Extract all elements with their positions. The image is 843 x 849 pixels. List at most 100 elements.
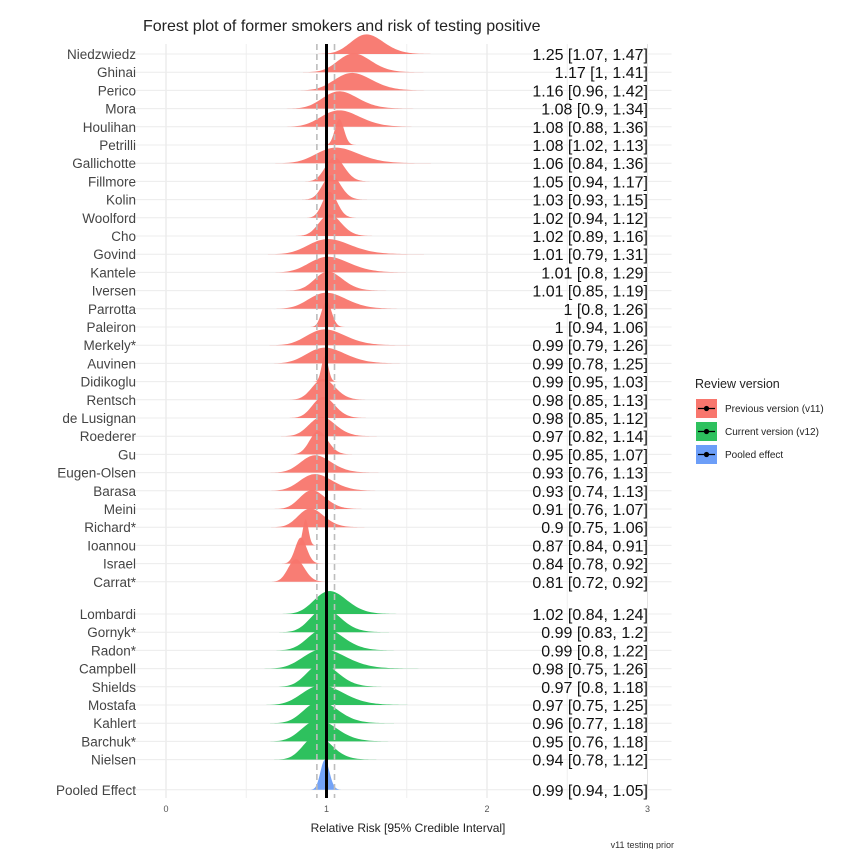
density-ridge-de-lusignan: [288, 396, 369, 418]
study-label: Auvinen: [87, 356, 136, 371]
ci-label: 0.97 [0.82, 1.14]: [532, 429, 648, 446]
study-label: Petrilli: [99, 138, 136, 153]
density-ridge-shields: [274, 663, 389, 687]
study-label: Paleiron: [86, 320, 136, 335]
study-label: Kantele: [90, 265, 136, 280]
legend-key-point: [703, 405, 710, 412]
study-label: Gu: [118, 447, 136, 462]
density-ridge-kantele: [270, 256, 418, 273]
density-ridge-gornyk: [279, 608, 389, 633]
ci-label: 1.08 [0.88, 1.36]: [532, 120, 648, 137]
density-ridge-iversen: [285, 271, 387, 291]
ci-label: 0.98 [0.85, 1.13]: [532, 393, 648, 410]
study-label: Barasa: [93, 484, 136, 499]
study-label: Gallichotte: [72, 156, 136, 171]
caption: v11 testing prior: [611, 840, 674, 849]
study-label: Roederer: [80, 429, 137, 444]
ci-label: 0.99 [0.8, 1.22]: [541, 643, 648, 660]
density-ridge-rentsch: [287, 379, 371, 400]
density-ridge-ioannou: [295, 519, 317, 546]
study-label: Richard*: [84, 520, 137, 535]
study-label: Gornyk*: [87, 625, 137, 640]
density-ridge-barchuk: [267, 719, 395, 742]
study-label: Carrat*: [93, 575, 137, 590]
legend-key-point: [703, 451, 710, 458]
study-label: Ghinai: [97, 65, 136, 80]
ci-labels: 1.25 [1.07, 1.47]1.17 [1, 1.41]1.16 [0.9…: [532, 47, 648, 800]
legend-label: Current version (v12): [725, 427, 819, 438]
density-ridge-campbell: [263, 648, 420, 669]
ci-label: 1.17 [1, 1.41]: [555, 65, 648, 82]
legend-label: Previous version (v11): [725, 404, 824, 415]
study-label: Kolin: [106, 193, 136, 208]
density-ridge-govind: [267, 239, 424, 255]
ci-label: 0.97 [0.75, 1.25]: [532, 698, 648, 715]
ci-label: 0.96 [0.77, 1.18]: [532, 716, 648, 733]
legend-label: Pooled effect: [725, 450, 783, 461]
legend-key-point: [703, 428, 710, 435]
density-ridge-radon: [273, 628, 401, 651]
study-label: Fillmore: [88, 174, 136, 189]
study-label: Lombardi: [80, 607, 136, 622]
legend: Review version Previous version (v11) Cur…: [695, 377, 824, 464]
density-ridge-niedzwiedz: [315, 34, 435, 54]
density-ridge-lombardi: [280, 591, 401, 614]
chart-title: Forest plot of former smokers and risk o…: [143, 18, 541, 35]
study-label: Meini: [104, 502, 136, 517]
x-tick-label: 1: [324, 804, 329, 814]
study-label: Rentsch: [86, 393, 136, 408]
ci-label: 1.16 [0.96, 1.42]: [532, 83, 648, 100]
study-label: Merkely*: [83, 338, 136, 353]
ci-label: 1.08 [0.9, 1.34]: [541, 102, 648, 119]
study-label: Perico: [98, 83, 136, 98]
ci-label: 0.93 [0.74, 1.13]: [532, 484, 648, 501]
study-label: Israel: [103, 557, 136, 572]
ci-label: 0.91 [0.76, 1.07]: [532, 502, 648, 519]
x-axis-ticks: 0 1 2 3: [163, 804, 650, 814]
x-axis-title: Relative Risk [95% Credible Interval]: [311, 821, 506, 835]
ci-label: 1.25 [1.07, 1.47]: [532, 47, 648, 64]
reference-lines: [316, 44, 336, 798]
study-label: Campbell: [79, 662, 136, 677]
ci-label: 0.87 [0.84, 0.91]: [532, 538, 648, 555]
study-label: Woolford: [82, 211, 136, 226]
ci-label: 0.98 [0.75, 1.26]: [532, 662, 648, 679]
ci-label: 1.03 [0.93, 1.15]: [532, 193, 648, 210]
density-ridge-meini: [272, 490, 366, 509]
density-ridge-perico: [295, 72, 433, 91]
density-ridge-mora: [286, 91, 416, 109]
ci-label: 0.94 [0.78, 1.12]: [532, 753, 648, 770]
ci-label: 0.99 [0.79, 1.26]: [532, 338, 648, 355]
density-ridge-merkely: [269, 329, 410, 346]
density-ridge-israel: [281, 537, 323, 564]
ci-label: 0.99 [0.78, 1.25]: [532, 356, 648, 373]
ci-label: 1.02 [0.89, 1.16]: [532, 229, 648, 246]
study-label: Didikoglu: [80, 375, 136, 390]
study-label: Govind: [93, 247, 136, 262]
density-ridge-gallichotte: [275, 147, 431, 164]
x-tick-label: 2: [484, 804, 489, 814]
study-label: Kahlert: [93, 716, 136, 731]
ci-label: 1.02 [0.94, 1.12]: [532, 211, 648, 228]
density-ridge-woolford: [305, 191, 359, 218]
study-label: Shields: [92, 680, 137, 695]
ci-label: 0.81 [0.72, 0.92]: [532, 575, 648, 592]
ci-label: 0.93 [0.76, 1.13]: [532, 466, 648, 483]
study-label: Parrotta: [88, 302, 137, 317]
ci-label: 1.05 [0.94, 1.17]: [532, 174, 648, 191]
ci-label: 0.99 [0.83, 1.2]: [541, 625, 648, 642]
ci-label: 0.95 [0.85, 1.07]: [532, 447, 648, 464]
density-ridges: [263, 34, 435, 790]
study-label: Eugen-Olsen: [57, 466, 136, 481]
study-label: Houlihan: [83, 120, 136, 135]
study-label: Niedzwiedz: [67, 47, 136, 62]
x-tick-label: 0: [163, 804, 168, 814]
ci-label: 0.84 [0.78, 0.92]: [532, 557, 648, 574]
study-label: Mora: [105, 102, 136, 117]
ci-label: 1.02 [0.84, 1.24]: [532, 607, 648, 624]
ci-label: 0.99 [0.94, 1.05]: [532, 783, 648, 800]
study-label: Nielsen: [91, 753, 136, 768]
density-ridge-roederer: [281, 416, 377, 437]
ci-label: 1 [0.8, 1.26]: [563, 302, 648, 319]
